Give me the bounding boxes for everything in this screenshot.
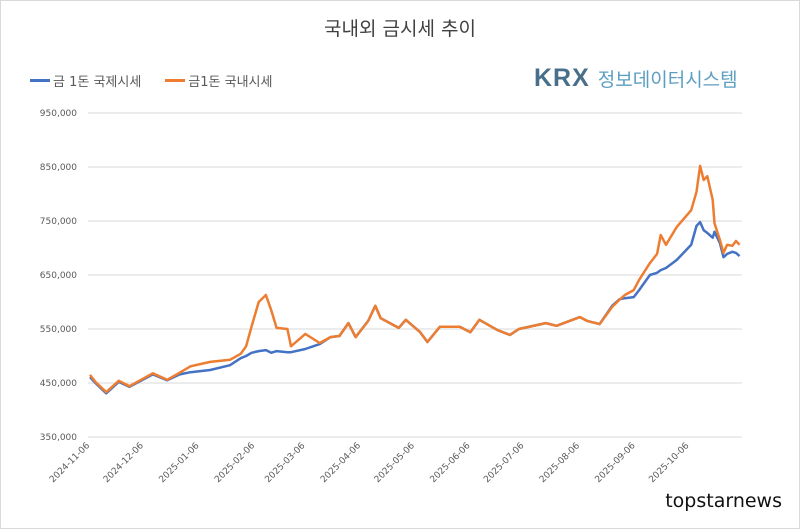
legend-item-domestic: 금1돈 국내시세 <box>165 71 272 90</box>
x-tick-label: 2025-03-06 <box>263 441 307 485</box>
y-tick-label: 450,000 <box>40 379 77 389</box>
x-tick-label: 2025-04-06 <box>319 441 363 485</box>
x-tick-label: 2025-05-06 <box>373 441 417 485</box>
y-tick-label: 950,000 <box>40 109 77 119</box>
series-line-domestic <box>89 164 741 394</box>
x-tick-label: 2025-06-06 <box>428 441 472 485</box>
legend: 금 1돈 국제시세 금1돈 국내시세 <box>30 71 272 90</box>
legend-item-international: 금 1돈 국제시세 <box>30 71 141 90</box>
x-tick-label: 2025-02-06 <box>213 441 257 485</box>
x-tick-label: 2025-08-06 <box>538 441 582 485</box>
y-tick-label: 750,000 <box>40 217 77 227</box>
x-tick-label: 2025-09-06 <box>594 441 638 485</box>
logo-text: 정보데이터시스템 <box>597 69 738 91</box>
legend-label: 금 1돈 국제시세 <box>53 75 142 90</box>
y-tick-label: 350,000 <box>40 433 77 443</box>
krx-logo: KRX 정보데이터시스템 <box>534 64 738 93</box>
y-tick-label: 550,000 <box>40 325 77 335</box>
legend-swatch-orange <box>165 79 186 82</box>
x-tick-label: 2024-12-06 <box>102 441 146 485</box>
y-tick-label: 850,000 <box>40 163 77 173</box>
x-tick-label: 2025-01-06 <box>158 441 202 485</box>
chart-title: 국내외 금시세 추이 <box>324 18 476 40</box>
x-tick-label: 2024-11-06 <box>48 441 92 485</box>
watermark: topstarnews <box>665 490 782 512</box>
legend-label: 금1돈 국내시세 <box>188 75 273 90</box>
legend-swatch-blue <box>30 79 50 82</box>
x-tick-label: 2025-10-06 <box>647 441 691 485</box>
y-tick-label: 650,000 <box>40 271 77 281</box>
logo-brand: KRX <box>534 64 590 92</box>
x-tick-label: 2025-07-06 <box>482 441 526 485</box>
